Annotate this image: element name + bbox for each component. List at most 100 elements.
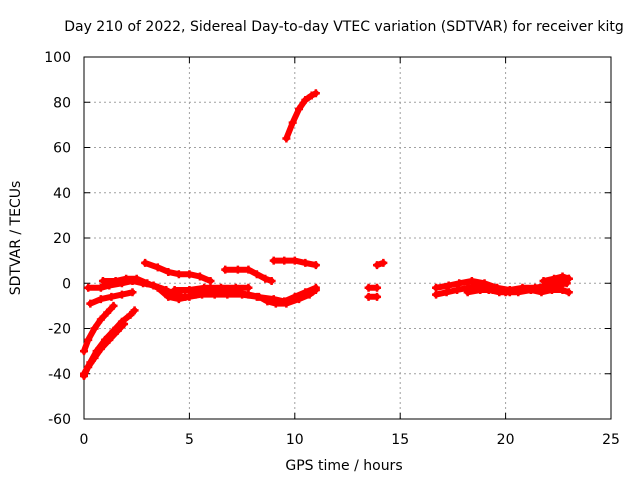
data-point (476, 286, 485, 295)
data-point (364, 283, 373, 292)
data-point (467, 276, 476, 285)
data-point (453, 286, 462, 295)
data-point (128, 288, 137, 297)
data-point (84, 335, 93, 344)
data-point (221, 265, 230, 274)
data-point (80, 372, 88, 381)
y-tick-label: 20 (53, 231, 71, 247)
data-point (122, 274, 131, 283)
data-point (84, 283, 93, 292)
data-point (526, 286, 535, 295)
data-point (164, 292, 173, 301)
x-tick-label: 25 (602, 432, 620, 448)
data-point (290, 256, 299, 265)
data-point (267, 276, 276, 285)
y-axis-label: SDTVAR / TECUs (8, 181, 24, 296)
data-point (96, 344, 105, 353)
data-point (113, 326, 122, 335)
x-tick-label: 5 (185, 432, 194, 448)
sdtvar-track (283, 90, 319, 142)
y-tick-label: 80 (53, 95, 71, 111)
data-point (164, 267, 173, 276)
data-point (195, 272, 204, 281)
data-series (80, 89, 573, 381)
data-point (252, 292, 261, 301)
data-point (244, 283, 253, 292)
data-point (463, 288, 472, 297)
data-point (244, 265, 253, 274)
y-tick-label: 40 (53, 186, 71, 202)
grid-lines (84, 57, 611, 419)
data-point (141, 258, 150, 267)
data-point (231, 283, 240, 292)
data-point (280, 297, 289, 306)
data-point (295, 105, 304, 114)
data-point (90, 324, 99, 333)
data-point (373, 283, 382, 292)
data-point (311, 261, 320, 270)
data-point (252, 270, 261, 279)
data-point (86, 299, 95, 308)
data-point (143, 279, 152, 288)
data-point (96, 315, 105, 324)
data-point (107, 292, 116, 301)
data-point (261, 274, 270, 283)
axis-ticks: 0 5 10 15 20 25 -60 -40 -20 0 20 40 60 80 100 (44, 50, 620, 448)
data-point (442, 288, 451, 297)
data-point (90, 353, 99, 362)
data-point (444, 281, 453, 290)
data-point (269, 256, 278, 265)
data-point (539, 276, 548, 285)
data-point (126, 310, 135, 319)
x-axis-label: GPS time / hours (285, 458, 402, 474)
data-point (96, 295, 105, 304)
y-tick-label: -40 (48, 367, 71, 383)
data-point (564, 274, 573, 283)
data-point (174, 270, 183, 279)
data-point (185, 286, 194, 295)
data-point (109, 301, 118, 310)
data-point (501, 288, 510, 297)
data-point (364, 292, 373, 301)
data-point (311, 89, 320, 98)
y-tick-label: 60 (53, 141, 71, 157)
data-point (311, 283, 320, 292)
data-point (550, 274, 559, 283)
data-point (130, 306, 139, 315)
data-point (288, 118, 297, 127)
data-point (132, 274, 141, 283)
data-point (373, 292, 382, 301)
data-point (282, 134, 291, 143)
data-point (198, 290, 207, 299)
y-tick-label: -60 (48, 412, 71, 428)
data-point (111, 276, 120, 285)
data-point (223, 290, 232, 299)
data-point (480, 279, 489, 288)
data-point (238, 290, 247, 299)
data-point (200, 283, 209, 292)
data-point (210, 290, 219, 299)
data-point (564, 288, 573, 297)
data-point (153, 263, 162, 272)
data-point (307, 91, 316, 100)
data-point (206, 276, 215, 285)
data-point (301, 95, 310, 104)
x-tick-label: 15 (391, 432, 409, 448)
data-point (174, 295, 183, 304)
data-point (558, 286, 567, 295)
data-point (80, 347, 88, 356)
data-point (117, 290, 126, 299)
data-point (103, 308, 112, 317)
data-point (84, 362, 93, 371)
x-tick-label: 10 (286, 432, 304, 448)
data-point (301, 288, 310, 297)
data-point (105, 335, 114, 344)
y-tick-label: 0 (62, 276, 71, 292)
data-point (170, 286, 179, 295)
chart-title: Day 210 of 2022, Sidereal Day-to-day VTE… (64, 19, 624, 35)
data-point (488, 286, 497, 295)
data-point (455, 279, 464, 288)
data-point (153, 283, 162, 292)
plot-frame (83, 56, 612, 420)
